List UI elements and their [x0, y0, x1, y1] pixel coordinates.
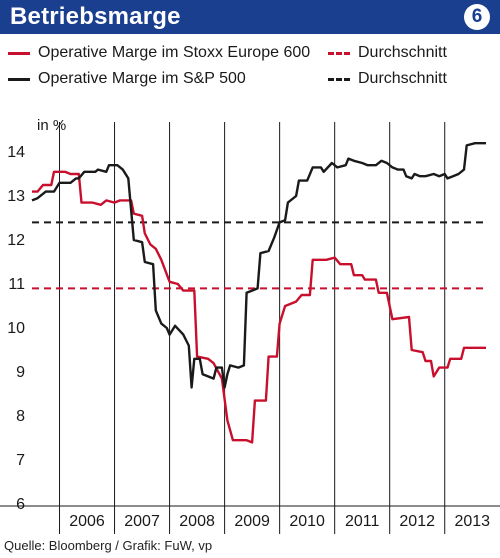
series-line-sp500 [31, 142, 486, 389]
x-tick-label: 2006 [69, 513, 105, 530]
y-tick-label: 12 [7, 232, 25, 249]
y-tick-label: 6 [16, 496, 25, 513]
x-tick-label: 2013 [454, 513, 490, 530]
y-tick-label: 8 [16, 408, 25, 425]
y-tick-label: 14 [7, 144, 25, 161]
chart-header: Betriebsmarge 6 [0, 0, 500, 34]
x-tick-label: 2007 [124, 513, 160, 530]
legend-label-stoxx: Operative Marge im Stoxx Europe 600 [38, 44, 311, 61]
legend-swatch-sp500 [8, 78, 30, 81]
x-tick-label: 2010 [289, 513, 325, 530]
gridlines [0, 122, 500, 534]
series-line-stoxx [32, 170, 486, 444]
legend-swatch-sp500-average [328, 78, 350, 81]
y-tick-label: 11 [8, 276, 25, 293]
legend-swatch-stoxx-average [328, 52, 350, 55]
chart-title: Betriebsmarge [10, 3, 181, 30]
y-tick-label: 10 [7, 320, 25, 337]
legend-label-sp500-average: Durchschnitt [358, 70, 447, 87]
x-tick-labels: 2006 2007 2008 2009 2010 2011 2012 2013 [69, 513, 490, 530]
chart-number-badge: 6 [464, 4, 490, 30]
y-tick-labels: 6 7 8 9 10 11 12 13 14 [7, 144, 25, 513]
x-tick-label: 2011 [345, 513, 380, 530]
source-note: Quelle: Bloomberg / Grafik: FuW, vp [4, 538, 213, 553]
legend-swatch-stoxx [8, 52, 30, 55]
legend-label-stoxx-average: Durchschnitt [358, 44, 447, 61]
x-tick-label: 2012 [399, 513, 435, 530]
y-axis-label: in % [37, 117, 66, 134]
margin-line-chart: in % 6 7 8 9 10 11 12 13 14 2006 2007 2008 2009 2010… [0, 117, 500, 534]
x-tick-label: 2008 [179, 513, 215, 530]
legend-label-sp500: Operative Marge im S&P 500 [38, 70, 246, 87]
y-tick-label: 9 [16, 364, 25, 381]
y-tick-label: 13 [7, 188, 25, 205]
series-lines [31, 142, 486, 444]
x-tick-label: 2009 [234, 513, 270, 530]
y-tick-label: 7 [16, 452, 25, 469]
